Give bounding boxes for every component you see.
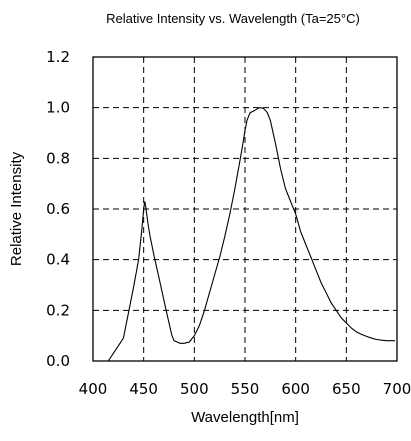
y-tick-labels: 0.0 0.2 0.4 0.6 0.8 1.0 1.2 — [46, 48, 70, 370]
y-tick-label: 0.4 — [46, 251, 70, 269]
x-tick-label: 650 — [332, 380, 361, 398]
y-tick-label: 0.2 — [46, 301, 70, 319]
x-tick-label: 600 — [281, 380, 310, 398]
spectrum-series-line — [107, 107, 395, 362]
x-tick-labels: 400 450 500 550 600 650 700 — [79, 380, 411, 398]
x-tick-label: 550 — [231, 380, 260, 398]
y-tick-label: 1.0 — [46, 99, 70, 117]
series-layer — [107, 107, 395, 362]
y-tick-label: 0.0 — [46, 352, 70, 370]
chart-title: Relative Intensity vs. Wavelength (Ta=25… — [106, 11, 360, 26]
y-tick-label: 0.6 — [46, 200, 70, 218]
y-tick-label: 0.8 — [46, 149, 70, 167]
x-tick-label: 500 — [180, 380, 209, 398]
plot-frame — [92, 56, 398, 362]
x-tick-label: 450 — [129, 380, 158, 398]
y-tick-label: 1.2 — [46, 48, 70, 66]
x-axis-label: Wavelength[nm] — [191, 409, 299, 426]
x-tick-label: 700 — [383, 380, 411, 398]
x-tick-label: 400 — [79, 380, 108, 398]
grid-lines — [93, 57, 397, 361]
y-axis-label: Relative Intensity — [8, 151, 25, 266]
